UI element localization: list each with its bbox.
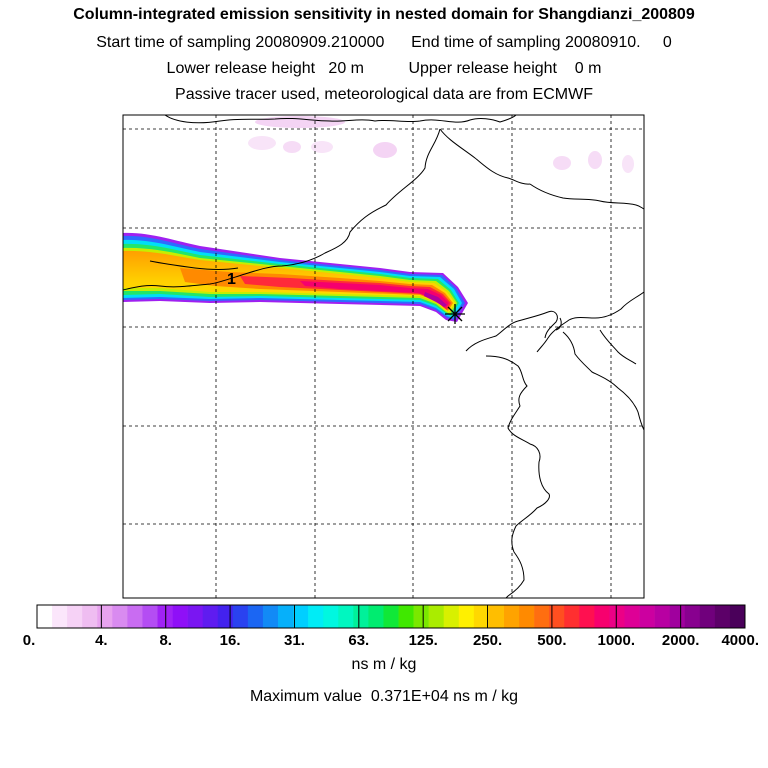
lat-lon-grid [123, 115, 644, 598]
colorbar-frame [36, 604, 746, 629]
colorbar-swatch [609, 605, 625, 628]
colorbar-tick-label: 2000. [662, 632, 700, 649]
colorbar-swatch [353, 605, 369, 628]
colorbar-swatch [157, 605, 173, 628]
colorbar-swatch [262, 605, 279, 628]
colorbar-swatch [172, 605, 188, 628]
coastlines-and-borders [123, 115, 644, 598]
colorbar-swatch [503, 605, 520, 628]
colorbar-swatch [669, 605, 686, 628]
colorbar-swatch [127, 605, 143, 628]
colorbar-swatch [473, 605, 490, 628]
colorbar-tick-label: 4000. [721, 632, 759, 649]
colorbar-swatch [714, 605, 731, 628]
colorbar-swatch [684, 605, 701, 628]
colorbar-swatch [338, 605, 354, 628]
colorbar-tick-label: 125. [409, 632, 438, 649]
colorbar-swatch [594, 605, 610, 628]
colorbar [36, 604, 746, 629]
colorbar-swatch [699, 605, 716, 628]
colorbar-swatch [97, 605, 113, 628]
colorbar-swatch [112, 605, 128, 628]
faint-sensitivity-patches [248, 116, 634, 173]
colorbar-swatch [278, 605, 294, 628]
colorbar-swatch [624, 605, 640, 628]
colorbar-tick-label: 1000. [597, 632, 635, 649]
colorbar-swatch [443, 605, 460, 628]
colorbar-tick-label: 8. [159, 632, 172, 649]
chart-title: Column-integrated emission sensitivity i… [73, 6, 695, 23]
map-frame [122, 114, 645, 599]
colorbar-tick-label: 250. [473, 632, 502, 649]
colorbar-swatch [67, 605, 83, 628]
colorbar-tick-label: 4. [95, 632, 108, 649]
colorbar-swatch [202, 605, 219, 628]
colorbar-swatch [142, 605, 158, 628]
maximum-value: Maximum value 0.371E+04 ns m / kg [249, 688, 519, 705]
colorbar-swatch [293, 605, 309, 628]
colorbar-swatch [308, 605, 324, 628]
colorbar-units: ns m / kg [351, 656, 417, 673]
colorbar-swatch [639, 605, 655, 628]
colorbar-swatch [82, 605, 98, 628]
colorbar-swatch [413, 605, 429, 628]
plume-band-1000-2000 [240, 276, 451, 310]
sampling-times: Start time of sampling 20080909.210000 E… [96, 34, 672, 51]
colorbar-tick-label: 0. [23, 632, 36, 649]
colorbar-swatch [323, 605, 339, 628]
release-heights: Lower release height 20 m Upper release … [166, 60, 602, 77]
plume-core [424, 292, 447, 307]
station-label: 1 [227, 271, 236, 288]
colorbar-swatch [519, 605, 535, 628]
colorbar-swatch [247, 605, 264, 628]
sensitivity-plume [123, 232, 468, 322]
colorbar-swatch [579, 605, 595, 628]
colorbar-swatch [458, 605, 475, 628]
colorbar-swatch [383, 605, 399, 628]
colorbar-swatch [729, 605, 746, 628]
colorbar-swatch [488, 605, 505, 628]
colorbar-tick-label: 16. [220, 632, 241, 649]
tracer-info: Passive tracer used, meteorological data… [175, 86, 593, 103]
colorbar-swatch [549, 605, 565, 628]
colorbar-tick-label: 500. [537, 632, 566, 649]
colorbar-swatch [217, 605, 234, 628]
colorbar-tick-label: 63. [348, 632, 369, 649]
colorbar-swatch [398, 605, 414, 628]
colorbar-swatch [534, 605, 550, 628]
colorbar-tick-label: 31. [284, 632, 305, 649]
release-site-marker [445, 304, 465, 324]
colorbar-swatch [52, 605, 68, 628]
colorbar-tick-labels: 0. 4. 8. 16. 31. 63. 125. 250. 500. 1000. 2000. 400… [23, 632, 759, 649]
colorbar-swatch [368, 605, 384, 628]
colorbar-swatch [654, 605, 670, 628]
plume-band-2000-4000 [300, 281, 449, 308]
colorbar-swatch [232, 605, 249, 628]
colorbar-swatch [187, 605, 203, 628]
colorbar-swatch [564, 605, 580, 628]
colorbar-swatch [37, 605, 53, 628]
colorbar-swatch [428, 605, 445, 628]
